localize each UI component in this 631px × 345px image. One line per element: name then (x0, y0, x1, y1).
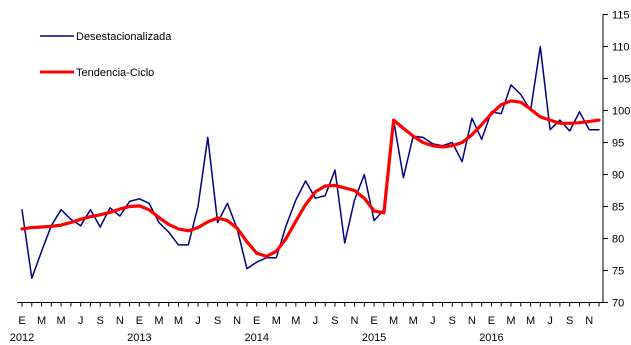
series-line-tendencia-ciclo (20, 99, 601, 258)
x-tick-label: J (547, 315, 553, 327)
x-tick-label: N (585, 315, 593, 327)
y-tick-label: 105 (612, 74, 630, 86)
y-tick-label: 80 (612, 234, 624, 246)
x-tick-label: M (57, 315, 66, 327)
legend-label-desestacionalizada: Desestacionalizada (76, 31, 172, 43)
x-tick-label: M (174, 315, 183, 327)
x-tick-label: E (18, 315, 25, 327)
legend-label-tendencia-ciclo: Tendencia-Ciclo (76, 67, 154, 79)
x-tick-label: E (253, 315, 260, 327)
x-tick-label: J (313, 315, 319, 327)
x-tick-label: J (430, 315, 436, 327)
x-tick-label: M (291, 315, 300, 327)
series-line-desestacionalizada (21, 45, 600, 279)
x-tick-label: J (195, 315, 201, 327)
y-tick-label: 100 (612, 106, 630, 118)
x-tick-label: M (526, 315, 535, 327)
x-year-label: 2014 (244, 332, 268, 344)
x-tick-label: N (116, 315, 124, 327)
x-tick-label: S (449, 315, 456, 327)
x-tick-label: M (409, 315, 418, 327)
x-tick-label: M (154, 315, 163, 327)
x-tick-label: J (78, 315, 84, 327)
x-tick-label: E (136, 315, 143, 327)
x-year-label: 2013 (127, 332, 151, 344)
x-tick-label: S (566, 315, 573, 327)
x-tick-label: M (37, 315, 46, 327)
x-tick-label: S (331, 315, 338, 327)
x-tick-label: N (233, 315, 241, 327)
y-tick-label: 75 (612, 266, 624, 278)
y-tick-label: 115 (612, 10, 630, 22)
y-tick-label: 110 (612, 42, 630, 54)
x-tick-label: S (214, 315, 221, 327)
y-tick-label: 95 (612, 138, 624, 150)
x-year-label: 2015 (362, 332, 386, 344)
x-tick-label: M (272, 315, 281, 327)
chart-series-group (20, 45, 601, 279)
y-tick-label: 70 (612, 298, 624, 310)
x-tick-label: M (506, 315, 515, 327)
y-tick-label: 85 (612, 202, 624, 214)
x-tick-label: N (468, 315, 476, 327)
x-tick-label: E (488, 315, 495, 327)
y-tick-label: 90 (612, 170, 624, 182)
x-tick-label: N (351, 315, 359, 327)
x-tick-label: S (97, 315, 104, 327)
x-tick-label: E (370, 315, 377, 327)
x-tick-label: M (389, 315, 398, 327)
x-year-label: 2016 (479, 332, 503, 344)
x-year-label: 2012 (10, 332, 34, 344)
chart-legend: Desestacionalizada Tendencia-Ciclo (40, 31, 172, 79)
